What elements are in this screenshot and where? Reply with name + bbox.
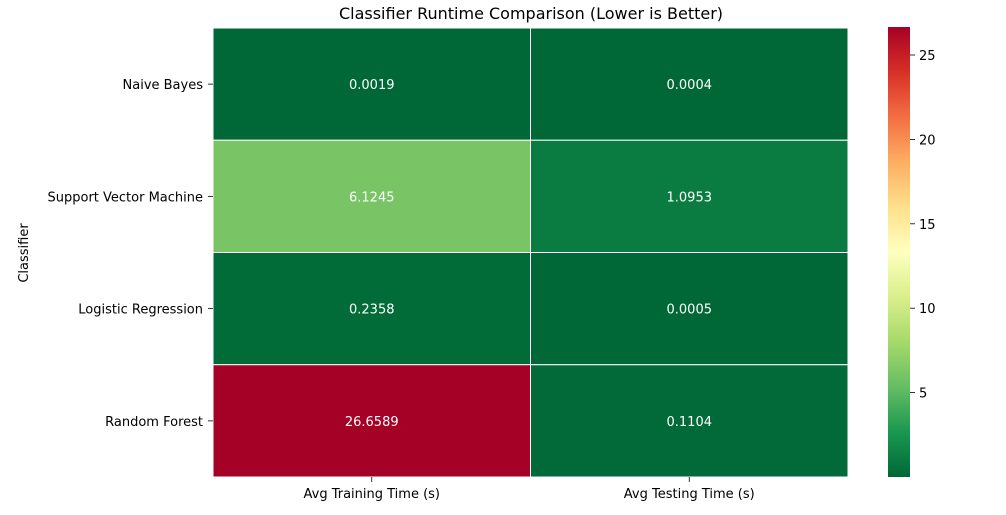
y-tick-labels: Naive Bayes Support Vector Machine Logisti… <box>48 78 213 430</box>
x-tick-label: Avg Training Time (s) <box>304 487 441 502</box>
colorbar-tick-label: 5 <box>919 387 927 402</box>
heatmap-cell <box>530 27 849 141</box>
y-tick-label: Random Forest <box>105 415 203 430</box>
cell-value-label: 0.2358 <box>349 303 395 318</box>
heatmap-cells: 0.0019 0.0004 6.1245 1.0953 0.2358 0.0005 26.6… <box>212 27 849 478</box>
heatmap-cell <box>212 252 531 366</box>
colorbar-tick-label: 15 <box>919 218 936 233</box>
heatmap-cell <box>530 364 849 478</box>
x-tick-label: Avg Testing Time (s) <box>624 487 755 502</box>
heatmap-cell <box>212 364 531 478</box>
heatmap-cell <box>212 139 531 253</box>
y-tick-label: Logistic Regression <box>78 303 203 318</box>
x-tick-labels: Avg Training Time (s) Avg Testing Time (s… <box>304 477 755 502</box>
heatmap-cell <box>530 252 849 366</box>
colorbar-gradient <box>888 27 910 477</box>
y-axis-label: Classifier <box>17 223 32 283</box>
heatmap-cell <box>530 139 849 253</box>
y-tick-label: Support Vector Machine <box>48 190 204 205</box>
cell-value-label: 26.6589 <box>345 415 399 430</box>
cell-value-label: 0.0005 <box>667 303 713 318</box>
colorbar: 5 10 15 20 25 <box>888 27 936 477</box>
colorbar-tick-label: 20 <box>919 133 936 148</box>
cell-value-label: 0.0019 <box>349 78 395 93</box>
chart-title: Classifier Runtime Comparison (Lower is … <box>339 4 723 23</box>
colorbar-tick-label: 25 <box>919 49 936 64</box>
cell-value-label: 0.0004 <box>667 78 713 93</box>
y-tick-label: Naive Bayes <box>123 78 204 93</box>
colorbar-tick-label: 10 <box>919 302 936 317</box>
heatmap-cell <box>212 27 531 141</box>
cell-value-label: 0.1104 <box>667 415 713 430</box>
cell-value-label: 1.0953 <box>667 190 713 205</box>
cell-value-label: 6.1245 <box>349 190 395 205</box>
